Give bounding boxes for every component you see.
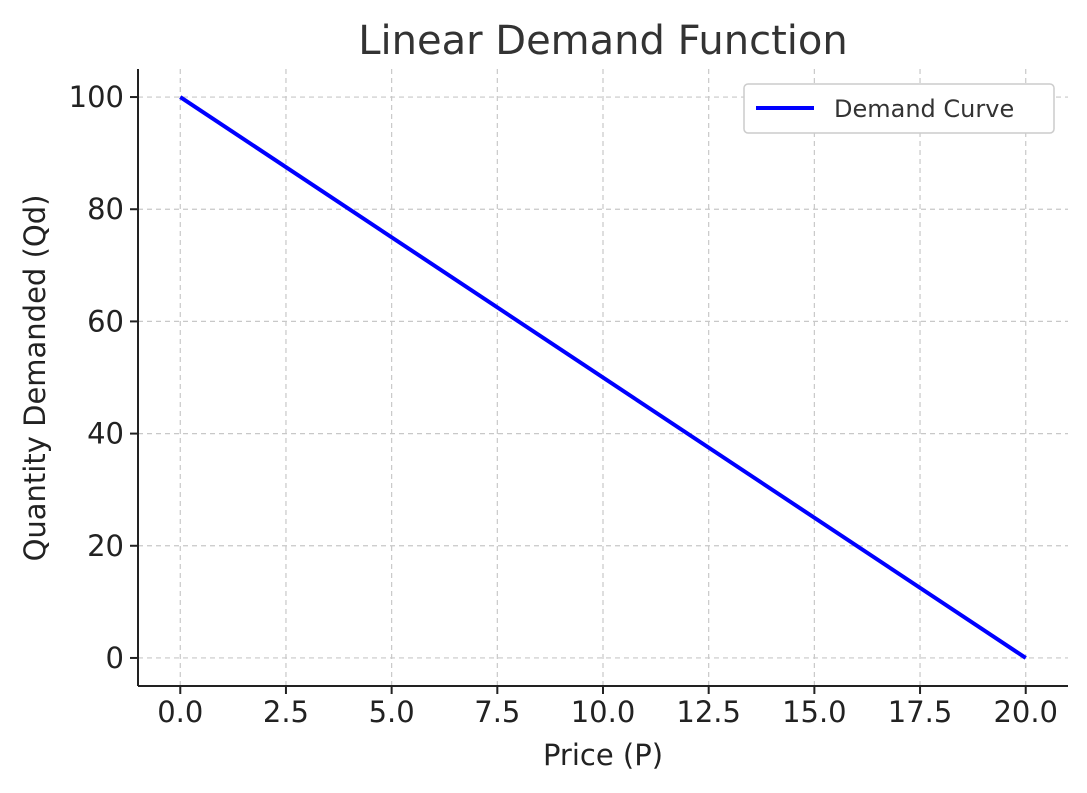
x-tick-label: 7.5 <box>474 695 520 729</box>
y-tick-label: 100 <box>69 80 124 114</box>
y-tick-label: 20 <box>87 529 124 563</box>
y-ticks: 0 20 40 60 80 100 <box>69 80 138 675</box>
x-tick-label: 20.0 <box>993 695 1058 729</box>
legend-box <box>743 83 1055 134</box>
legend-label-demand-curve: Demand Curve <box>834 95 1014 123</box>
y-tick-label: 80 <box>87 192 124 226</box>
x-tick-label: 10.0 <box>571 695 636 729</box>
x-ticks: 0.0 2.5 5.0 7.5 10.0 12.5 15.0 17.5 20.0 <box>157 686 1058 729</box>
x-tick-label: 15.0 <box>782 695 847 729</box>
series-line-demand-curve <box>179 95 1027 660</box>
x-tick-label: 2.5 <box>263 695 309 729</box>
y-axis-label: Quantity Demanded (Qd) <box>18 195 52 562</box>
x-tick-label: 17.5 <box>888 695 953 729</box>
y-tick-label: 40 <box>87 417 124 451</box>
x-tick-label: 5.0 <box>369 695 415 729</box>
y-tick-label: 0 <box>106 641 124 675</box>
x-tick-label: 0.0 <box>157 695 203 729</box>
legend: Demand Curve <box>743 83 1055 134</box>
chart-title: Linear Demand Function <box>358 18 848 64</box>
x-axis-label: Price (P) <box>543 738 663 772</box>
series-layer <box>179 95 1027 660</box>
x-tick-label: 12.5 <box>676 695 741 729</box>
y-tick-label: 60 <box>87 304 124 338</box>
